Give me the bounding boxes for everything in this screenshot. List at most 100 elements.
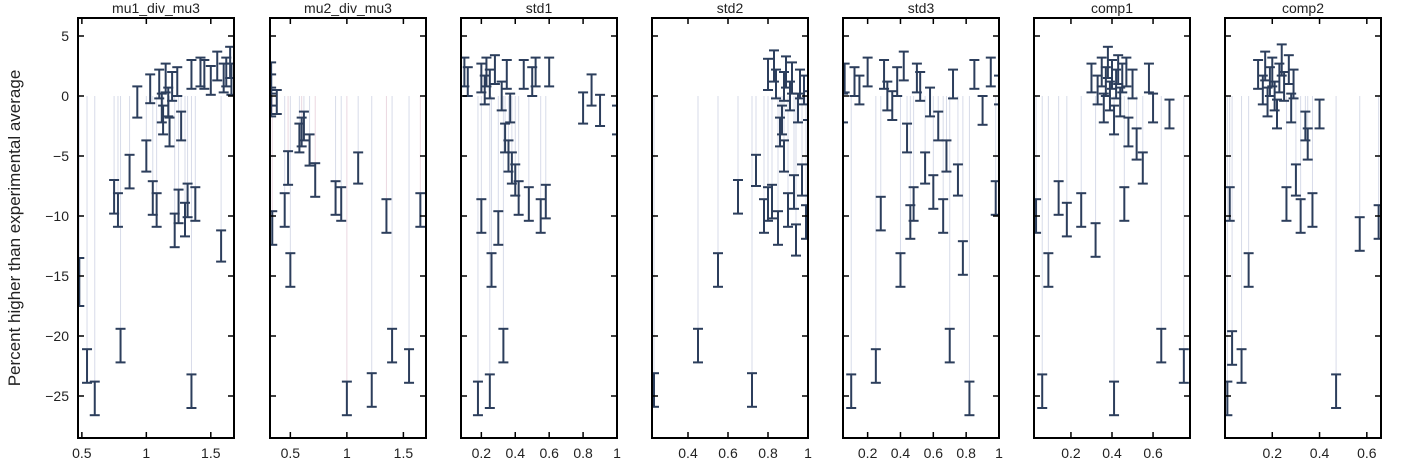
- plot-area: [461, 54, 617, 417]
- error-bar: [270, 210, 278, 246]
- y-tick-label: −15: [45, 268, 69, 284]
- plot-area: [1034, 45, 1189, 417]
- error-bar: [216, 229, 227, 263]
- error-bar: [294, 122, 305, 154]
- error-bar: [787, 61, 797, 95]
- error-bar: [1121, 56, 1132, 88]
- error-bar: [612, 104, 617, 136]
- error-bar: [484, 68, 495, 100]
- error-bar: [523, 186, 534, 222]
- error-bar: [82, 348, 93, 384]
- error-bar: [1302, 127, 1313, 161]
- subplot-std1: std1 0.2 0.4 0.6 0.8 1: [460, 0, 621, 461]
- error-bar: [296, 116, 307, 148]
- error-bar: [843, 92, 848, 124]
- error-bar: [767, 183, 777, 220]
- x-tick-label: 1: [995, 445, 1003, 461]
- error-bar: [892, 66, 903, 97]
- error-bar: [479, 74, 490, 106]
- error-bar: [186, 373, 197, 409]
- x-tick-label: 0.5: [281, 445, 301, 461]
- error-bar: [186, 59, 197, 90]
- x-tick-label: 0.5: [72, 445, 92, 461]
- error-bar: [141, 139, 152, 173]
- error-bar: [769, 49, 779, 83]
- error-bar: [124, 153, 135, 190]
- error-bar: [578, 91, 589, 125]
- error-bar: [182, 182, 193, 219]
- x-tick-label: 1.5: [201, 445, 221, 461]
- error-bar: [493, 210, 504, 246]
- error-bar: [898, 50, 909, 82]
- error-bar: [1137, 151, 1148, 185]
- error-bar: [544, 56, 555, 88]
- axes-frame: [77, 17, 235, 439]
- x-tick-label: 0.6: [539, 445, 559, 461]
- error-bar: [952, 163, 963, 197]
- x-tick-label: 1: [343, 445, 351, 461]
- subplot-mu1_div_mu3: mu1_div_mu3 5 0 −5 −10 −15 −20 −25 0.5 1 1.5: [45, 0, 235, 461]
- error-bar: [1279, 71, 1290, 102]
- x-tick-label: 0.6: [1143, 445, 1163, 461]
- error-bar: [1262, 86, 1273, 118]
- error-bar: [938, 198, 949, 234]
- error-bar: [1143, 62, 1154, 94]
- error-bar: [151, 192, 162, 228]
- x-tick-label: 1: [142, 445, 150, 461]
- plot-area: [1225, 43, 1381, 417]
- error-bar: [205, 65, 216, 96]
- error-bar: [920, 151, 931, 185]
- error-bar: [279, 192, 290, 228]
- error-bar: [353, 151, 364, 185]
- error-bar: [747, 372, 757, 408]
- error-bar: [540, 183, 551, 220]
- error-bar: [586, 73, 597, 107]
- error-bar: [1331, 373, 1342, 409]
- error-bar: [870, 348, 881, 384]
- error-bar: [1288, 68, 1299, 100]
- x-tick-label: 0.8: [573, 445, 593, 461]
- error-bar: [751, 153, 761, 187]
- error-bar: [785, 80, 795, 112]
- error-bar: [779, 71, 789, 102]
- error-bar: [496, 80, 507, 112]
- error-bar: [1354, 216, 1365, 252]
- error-bar: [948, 68, 959, 100]
- error-bar: [895, 252, 906, 288]
- x-tick-label: 0.4: [506, 445, 526, 461]
- y-tick-label: −25: [45, 388, 69, 404]
- error-bar: [1109, 380, 1120, 417]
- error-bar: [595, 93, 606, 127]
- error-bar: [78, 257, 85, 307]
- error-bar: [167, 71, 178, 102]
- plot-area: [78, 45, 234, 417]
- x-tick-label: 0.4: [1102, 445, 1122, 461]
- error-bar: [285, 252, 296, 288]
- error-bar: [1123, 116, 1134, 148]
- error-bar: [801, 204, 808, 240]
- error-bar: [176, 110, 187, 142]
- x-tick-label: 0.2: [1061, 445, 1081, 461]
- subplot-title: mu1_div_mu3: [112, 0, 200, 16]
- error-bar: [1225, 380, 1233, 417]
- plot-area: [270, 61, 426, 417]
- x-tick-label: 0.2: [858, 445, 878, 461]
- error-bar: [977, 95, 988, 126]
- error-bar: [1281, 186, 1292, 222]
- error-bar: [484, 373, 495, 409]
- error-bar: [172, 66, 183, 97]
- x-tick-label: 1.5: [394, 445, 414, 461]
- error-bar: [1119, 186, 1130, 222]
- error-bar: [1086, 62, 1097, 94]
- error-bar: [789, 174, 799, 210]
- error-bar: [985, 56, 996, 88]
- error-bar: [928, 174, 939, 210]
- error-bar: [652, 372, 659, 408]
- error-bar: [415, 192, 426, 228]
- x-tick-label: 0.2: [1263, 445, 1283, 461]
- error-bar: [1148, 92, 1159, 124]
- error-bar: [310, 162, 321, 198]
- y-tick-label: −5: [53, 148, 69, 164]
- error-bar: [164, 116, 175, 148]
